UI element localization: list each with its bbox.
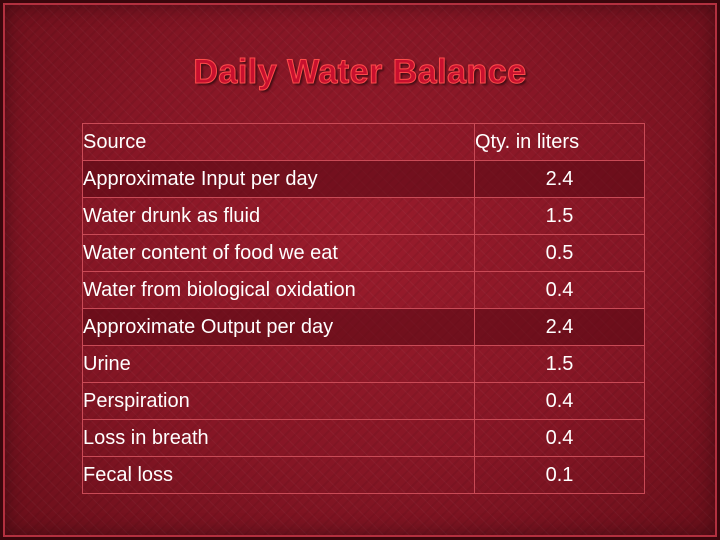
table-header-row: Source Qty. in liters [82,123,645,161]
table-row: Water from biological oxidation 0.4 [82,271,645,309]
row-qty: 2.4 [474,160,645,198]
row-label: Water from biological oxidation [82,271,475,309]
row-qty: 0.4 [474,419,645,457]
header-qty: Qty. in liters [474,123,645,161]
header-source: Source [82,123,475,161]
row-label: Loss in breath [82,419,475,457]
water-balance-table: Source Qty. in liters Approximate Input … [82,123,645,494]
row-qty: 0.1 [474,456,645,494]
row-qty: 1.5 [474,197,645,235]
row-label: Perspiration [82,382,475,420]
row-label: Water drunk as fluid [82,197,475,235]
row-label: Approximate Output per day [82,308,475,346]
table-row: Approximate Output per day 2.4 [82,308,645,346]
table-row: Water drunk as fluid 1.5 [82,197,645,235]
row-qty: 2.4 [474,308,645,346]
row-qty: 0.5 [474,234,645,272]
row-qty: 0.4 [474,271,645,309]
table-row: Water content of food we eat 0.5 [82,234,645,272]
table-row: Perspiration 0.4 [82,382,645,420]
row-qty: 0.4 [474,382,645,420]
row-label: Approximate Input per day [82,160,475,198]
row-label: Water content of food we eat [82,234,475,272]
table-row: Urine 1.5 [82,345,645,383]
row-qty: 1.5 [474,345,645,383]
slide-title: Daily Water Balance [193,53,527,92]
table-row: Fecal loss 0.1 [82,456,645,494]
row-label: Fecal loss [82,456,475,494]
row-label: Urine [82,345,475,383]
table-row: Loss in breath 0.4 [82,419,645,457]
table-row: Approximate Input per day 2.4 [82,160,645,198]
